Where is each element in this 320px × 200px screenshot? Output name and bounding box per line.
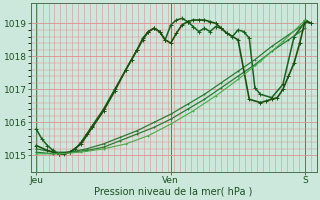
- X-axis label: Pression niveau de la mer( hPa ): Pression niveau de la mer( hPa ): [94, 187, 253, 197]
